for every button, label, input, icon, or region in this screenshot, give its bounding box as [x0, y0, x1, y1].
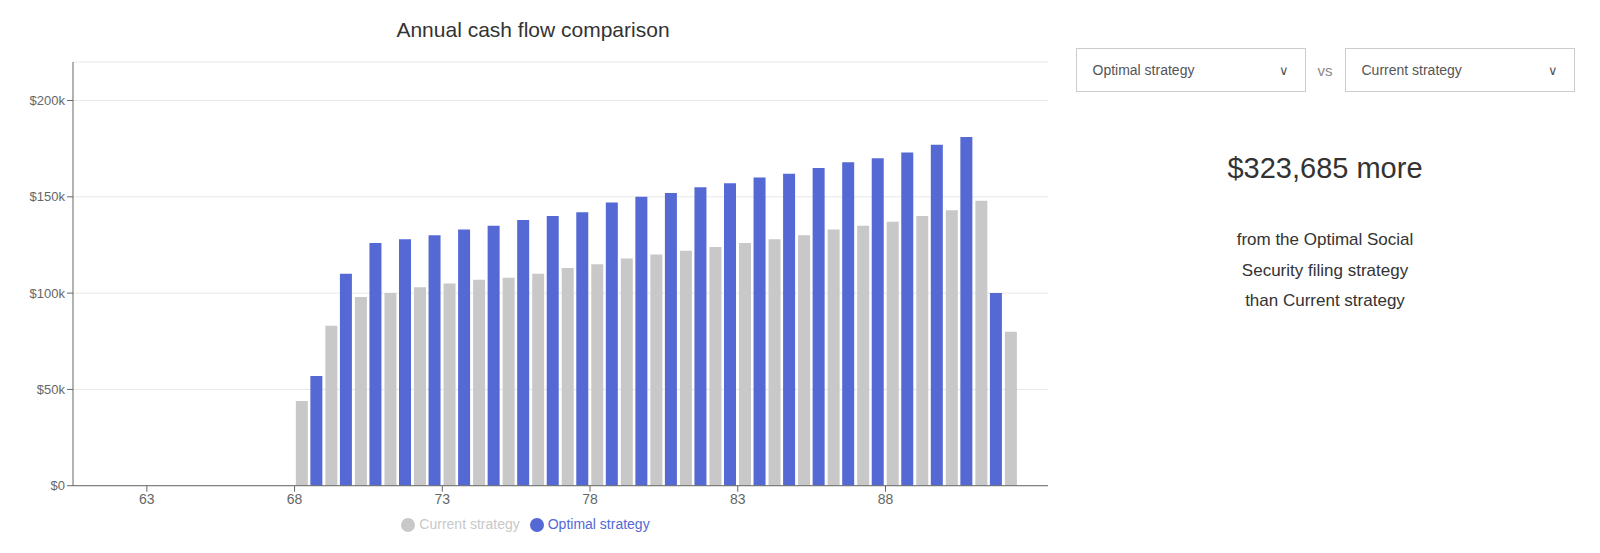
svg-text:88: 88 — [878, 491, 894, 507]
html-text:Optimal strategy: Optimal strategy — [547, 515, 650, 532]
html-text:Current strategy: Current strategy — [1361, 62, 1462, 78]
svg-text:68: 68 — [287, 491, 303, 507]
svg-text:$0: $0 — [51, 478, 65, 493]
html-text:Optimal strategy: Optimal strategy — [1092, 62, 1195, 78]
svg-text:$100k: $100k — [30, 286, 66, 301]
html-text:from the Optimal Social Securi: from the Optimal Social Security filing … — [1236, 230, 1414, 311]
svg-text:$150k: $150k — [30, 189, 66, 204]
html-text:Annual cash flow comparison: Annual cash flow comparison — [396, 18, 670, 41]
svg-text:$200k: $200k — [30, 93, 66, 108]
svg-text:73: 73 — [435, 491, 451, 507]
html-text:vs: vs — [1317, 61, 1333, 79]
html-text:Current strategy: Current strategy — [419, 515, 520, 532]
html-text:$323,685 more: $323,685 more — [1227, 152, 1423, 184]
svg-text:63: 63 — [139, 491, 155, 507]
svg-text:83: 83 — [730, 491, 746, 507]
svg-text:78: 78 — [582, 491, 598, 507]
svg-text:$50k: $50k — [37, 382, 66, 397]
